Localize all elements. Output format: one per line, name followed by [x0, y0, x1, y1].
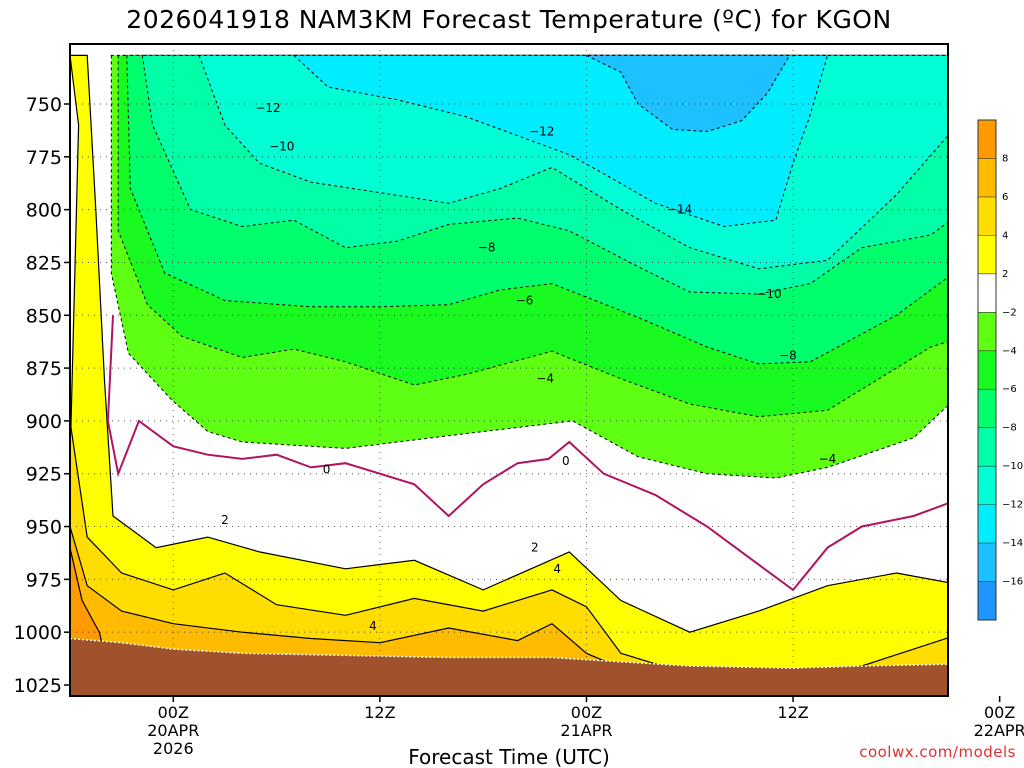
contour-label: 4: [553, 562, 561, 576]
x-tick-label: 00Z: [984, 703, 1015, 722]
y-tick-label: 1000: [14, 622, 62, 644]
contour-label: 4: [369, 619, 377, 633]
contour-label: 2: [531, 541, 539, 555]
colorbar-swatch: [978, 504, 996, 544]
y-tick-label: 925: [26, 464, 62, 486]
colorbar-tick-label: 8: [1002, 153, 1008, 164]
y-tick-label: 1025: [14, 675, 62, 697]
contour-label: −12: [529, 124, 554, 138]
colorbar-tick-label: −4: [1002, 346, 1017, 357]
y-tick-label: 975: [26, 569, 62, 591]
zero-degree-contour: [106, 315, 948, 592]
colorbar-swatch: [978, 235, 996, 274]
y-tick-label: 950: [26, 517, 62, 539]
contour-label: −8: [478, 241, 496, 255]
colorbar-swatch: [978, 196, 996, 236]
y-tick-label: 800: [26, 200, 62, 222]
colorbar-tick-label: 2: [1002, 269, 1008, 280]
contour-label: 0: [562, 454, 570, 468]
colorbar-tick-label: −16: [1002, 577, 1023, 588]
y-axis: 750 775 800 825 850 875 900 925 950 975 1000 1025: [14, 94, 70, 697]
colorbar-tick-label: 6: [1002, 192, 1008, 203]
colorbar-swatch: [978, 581, 996, 620]
colorbar-swatch: [978, 543, 996, 582]
colorbar-swatch: [978, 350, 996, 390]
colorbar-swatch: [978, 466, 996, 505]
y-tick-label: 900: [26, 411, 62, 433]
x-tick-label: 2026: [153, 739, 194, 758]
y-tick-label: 750: [26, 94, 62, 116]
contour-label: −6: [516, 293, 534, 307]
y-tick-label: 875: [26, 358, 62, 380]
contour-label: −10: [269, 139, 294, 153]
colorbar-tick-label: −8: [1002, 423, 1017, 434]
warm-field-4: [70, 420, 948, 680]
colorbar-swatch: [978, 389, 996, 428]
contour-label: 0: [323, 463, 331, 477]
contour-label: −10: [756, 287, 781, 301]
colorbar-tick-label: −12: [1002, 500, 1023, 511]
credit-text: coolwx.com/models: [859, 743, 1016, 761]
colorbar-legend: 8 6 4 2 −2 −4 −6 −8 −10 −12 −14 −16: [977, 119, 1023, 621]
x-tick-label: 00Z: [158, 703, 189, 722]
colorbar-tick-label: −6: [1002, 384, 1017, 395]
chart-title: 2026041918 NAM3KM Forecast Temperature (…: [126, 5, 891, 34]
plot-frame: [69, 43, 949, 697]
contour-label: −8: [779, 348, 797, 362]
x-tick-label: 12Z: [364, 703, 395, 722]
colorbar-swatch: [978, 312, 996, 351]
colorbar-swatch: [978, 427, 996, 467]
colorbar-swatch: [978, 120, 996, 159]
colorbar-tick-label: 4: [1002, 230, 1008, 241]
x-tick-label: 12Z: [777, 703, 808, 722]
colorbar-tick-label: −2: [1002, 307, 1017, 318]
contour-label: −12: [255, 101, 280, 115]
colorbar-tick-label: −14: [1002, 538, 1023, 549]
contour-label: −4: [536, 372, 554, 386]
terrain-ground: [70, 637, 948, 696]
x-tick-label: 20APR: [147, 721, 199, 740]
contour-label: −14: [667, 203, 692, 217]
x-axis-title: Forecast Time (UTC): [408, 745, 610, 768]
plot-area: −12−12−14−10−8−6−10−8−4−40022442: [69, 43, 949, 697]
contour-label: 2: [221, 513, 229, 527]
colorbar-swatch: [978, 158, 996, 197]
x-tick-label: 00Z: [571, 703, 602, 722]
contour-label: −4: [819, 452, 837, 466]
y-tick-label: 825: [26, 252, 62, 274]
x-tick-label: 21APR: [560, 721, 612, 740]
colorbar-tick-label: −10: [1002, 461, 1023, 472]
x-tick-label: 22APR: [974, 721, 1024, 740]
colorbar-frame: [977, 119, 997, 621]
colorbar-swatch: [978, 273, 996, 313]
y-tick-label: 850: [26, 305, 62, 327]
cold-field-14: [586, 54, 791, 133]
y-tick-label: 775: [26, 147, 62, 169]
